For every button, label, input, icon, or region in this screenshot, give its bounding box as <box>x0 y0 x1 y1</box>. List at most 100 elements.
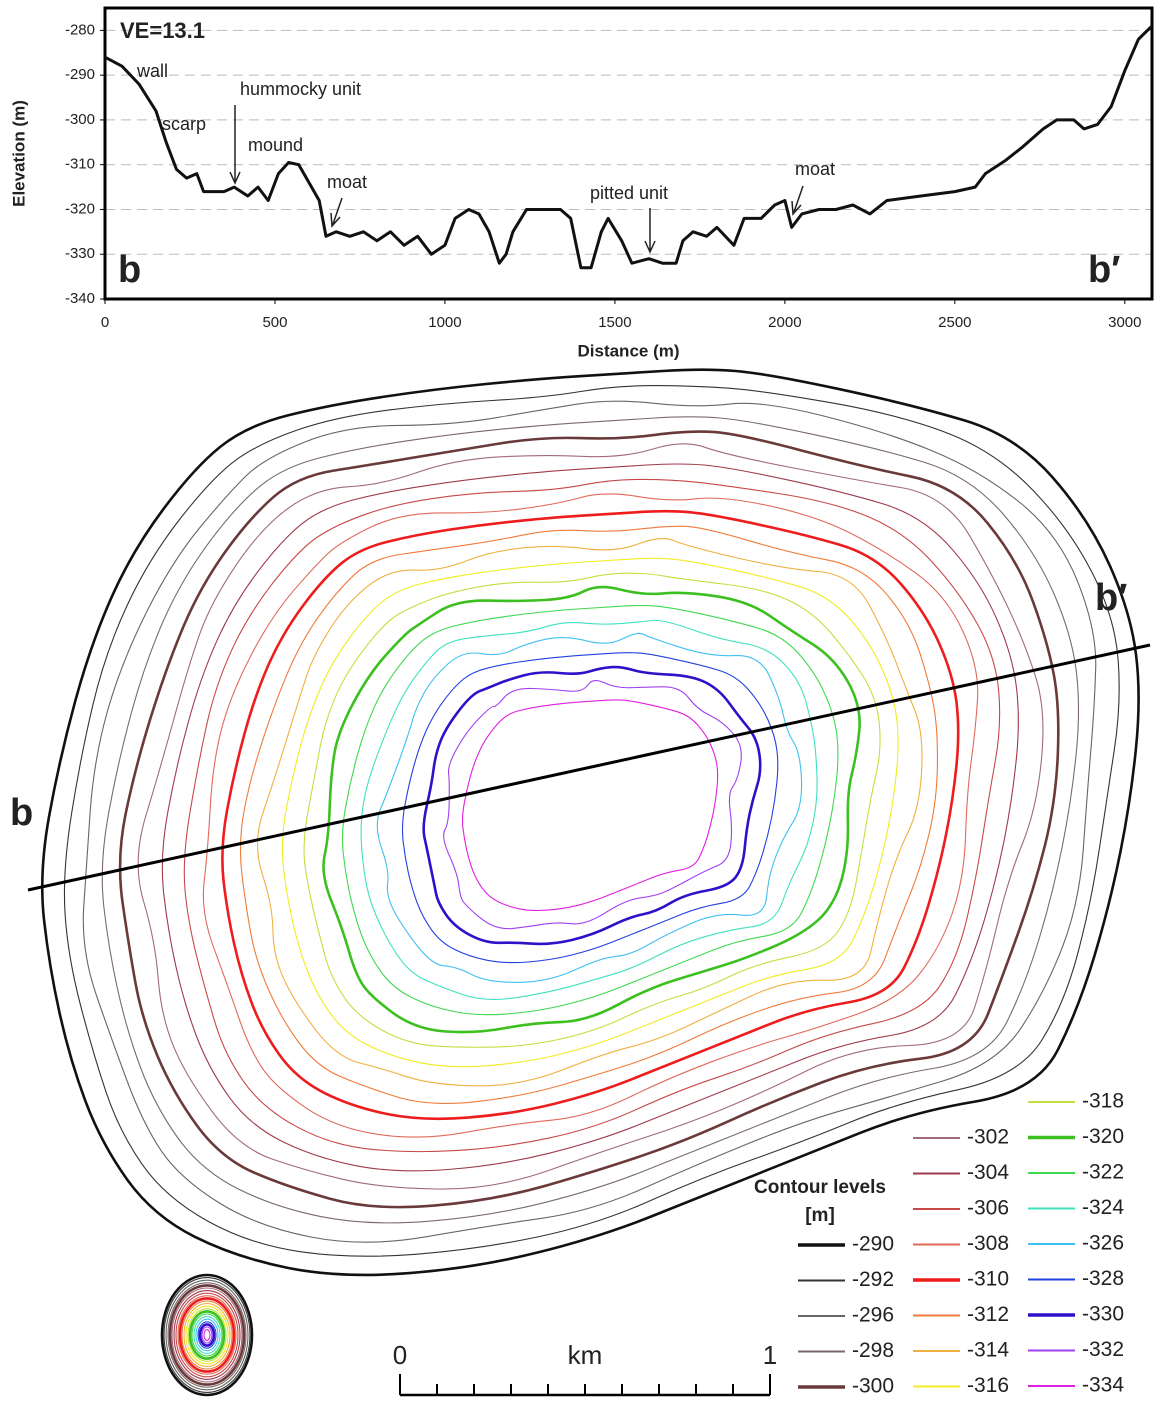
crater-contour <box>195 1318 219 1352</box>
crater-contour <box>188 1310 226 1360</box>
contour-map: b b′ 0 km 1 Contour levels [m] -290 -292 -296 -298… <box>10 368 1151 1398</box>
legend-label: -308 <box>967 1232 1009 1255</box>
legend-label: -312 <box>967 1303 1009 1326</box>
annotation: mound <box>248 135 303 155</box>
contour <box>376 632 803 983</box>
contour <box>257 537 923 1087</box>
contour <box>63 385 1120 1257</box>
x-tick-label: 0 <box>101 314 109 331</box>
x-tick-label: 500 <box>262 314 287 331</box>
x-tick-label: 1000 <box>428 314 461 331</box>
crater-contour <box>167 1282 247 1388</box>
contour <box>221 509 960 1121</box>
contour <box>461 699 719 912</box>
crater-contour <box>183 1303 231 1367</box>
annotation: VE=13.1 <box>120 18 205 43</box>
annotation: moat <box>795 159 835 179</box>
contour <box>202 493 979 1138</box>
crater-contour <box>163 1277 251 1393</box>
arrow <box>229 105 241 185</box>
y-axis-label: Elevation (m) <box>9 100 28 207</box>
x-tick-label: 2500 <box>938 314 971 331</box>
profile-line-trace <box>27 643 1151 892</box>
legend-label: -334 <box>1082 1374 1124 1397</box>
end-label: b′ <box>1088 249 1120 291</box>
arrow <box>644 208 656 254</box>
x-axis-label: Distance (m) <box>577 341 679 360</box>
profile-label: b′ <box>1095 577 1127 619</box>
legend-label: -296 <box>852 1304 894 1327</box>
contour <box>401 652 779 964</box>
crater-contour <box>171 1287 243 1383</box>
legend-label: -290 <box>852 1233 894 1256</box>
profile-line <box>104 24 1154 270</box>
crater-contour <box>193 1316 221 1354</box>
scale-label: 0 <box>393 1340 407 1370</box>
y-tick-label: -280 <box>65 21 95 38</box>
annotation: moat <box>327 172 367 192</box>
crater-contour <box>168 1284 246 1386</box>
legend-label: -318 <box>1082 1090 1124 1113</box>
x-tick-label: 2000 <box>768 314 801 331</box>
legend-label: -292 <box>852 1268 894 1291</box>
annotation: wall <box>136 61 168 81</box>
crater-contour <box>203 1329 211 1341</box>
legend-label: -310 <box>967 1268 1009 1291</box>
contour <box>443 679 742 930</box>
crater-contour <box>201 1326 213 1344</box>
legend-title: Contour levels <box>754 1177 886 1198</box>
legend-label: -320 <box>1082 1125 1124 1148</box>
crater-contour <box>191 1313 223 1357</box>
crater-contour <box>165 1279 249 1391</box>
legend-label: -300 <box>852 1375 894 1398</box>
crater-contour <box>173 1290 241 1380</box>
contour <box>82 400 1097 1243</box>
contour <box>101 416 1080 1224</box>
contour <box>137 443 1044 1190</box>
legend-label: -298 <box>852 1339 894 1362</box>
crater-contour <box>175 1292 239 1378</box>
annotation: scarp <box>162 114 206 134</box>
legend-label: -332 <box>1082 1338 1124 1361</box>
arrow <box>791 185 804 216</box>
y-tick-label: -340 <box>65 290 95 307</box>
arrows <box>229 105 804 254</box>
crater-contour <box>181 1300 233 1370</box>
annotation: pitted unit <box>590 183 668 203</box>
contour <box>322 585 861 1034</box>
crater-contour <box>197 1321 217 1349</box>
crater-contour <box>177 1295 237 1375</box>
contour <box>281 557 899 1068</box>
legend-label: -316 <box>967 1374 1009 1397</box>
end-label: b <box>118 249 141 291</box>
y-tick-label: -320 <box>65 200 95 217</box>
legend-label: -314 <box>967 1339 1009 1362</box>
contour <box>341 604 839 1016</box>
contour <box>422 665 762 946</box>
profile-chart: -340 -330 -320 -310 -300 -290 -280 0 500 1000 1500… <box>9 6 1154 360</box>
y-tick-label: -310 <box>65 156 95 173</box>
crater-contour <box>198 1323 216 1347</box>
scale-label: km <box>568 1340 603 1370</box>
y-tick-label: -290 <box>65 66 95 83</box>
arrow <box>330 197 343 228</box>
profile-label: b <box>10 792 33 834</box>
legend-label: -324 <box>1082 1196 1124 1219</box>
contour <box>40 368 1140 1277</box>
crater-contour <box>187 1308 227 1362</box>
legend-label: -328 <box>1082 1267 1124 1290</box>
y-tick-label: -300 <box>65 111 95 128</box>
legend-unit: [m] <box>805 1205 835 1226</box>
legend-label: -302 <box>967 1126 1009 1149</box>
legend-label: -304 <box>967 1161 1009 1184</box>
crater-contour <box>160 1273 254 1397</box>
contour <box>118 430 1060 1209</box>
legend-label: -326 <box>1082 1232 1124 1255</box>
annotation: hummocky unit <box>240 79 361 99</box>
crater-contour <box>178 1297 236 1373</box>
legend-label: -330 <box>1082 1303 1124 1326</box>
x-tick-label: 3000 <box>1108 314 1141 331</box>
contour <box>303 572 881 1048</box>
scale-label: 1 <box>763 1340 777 1370</box>
